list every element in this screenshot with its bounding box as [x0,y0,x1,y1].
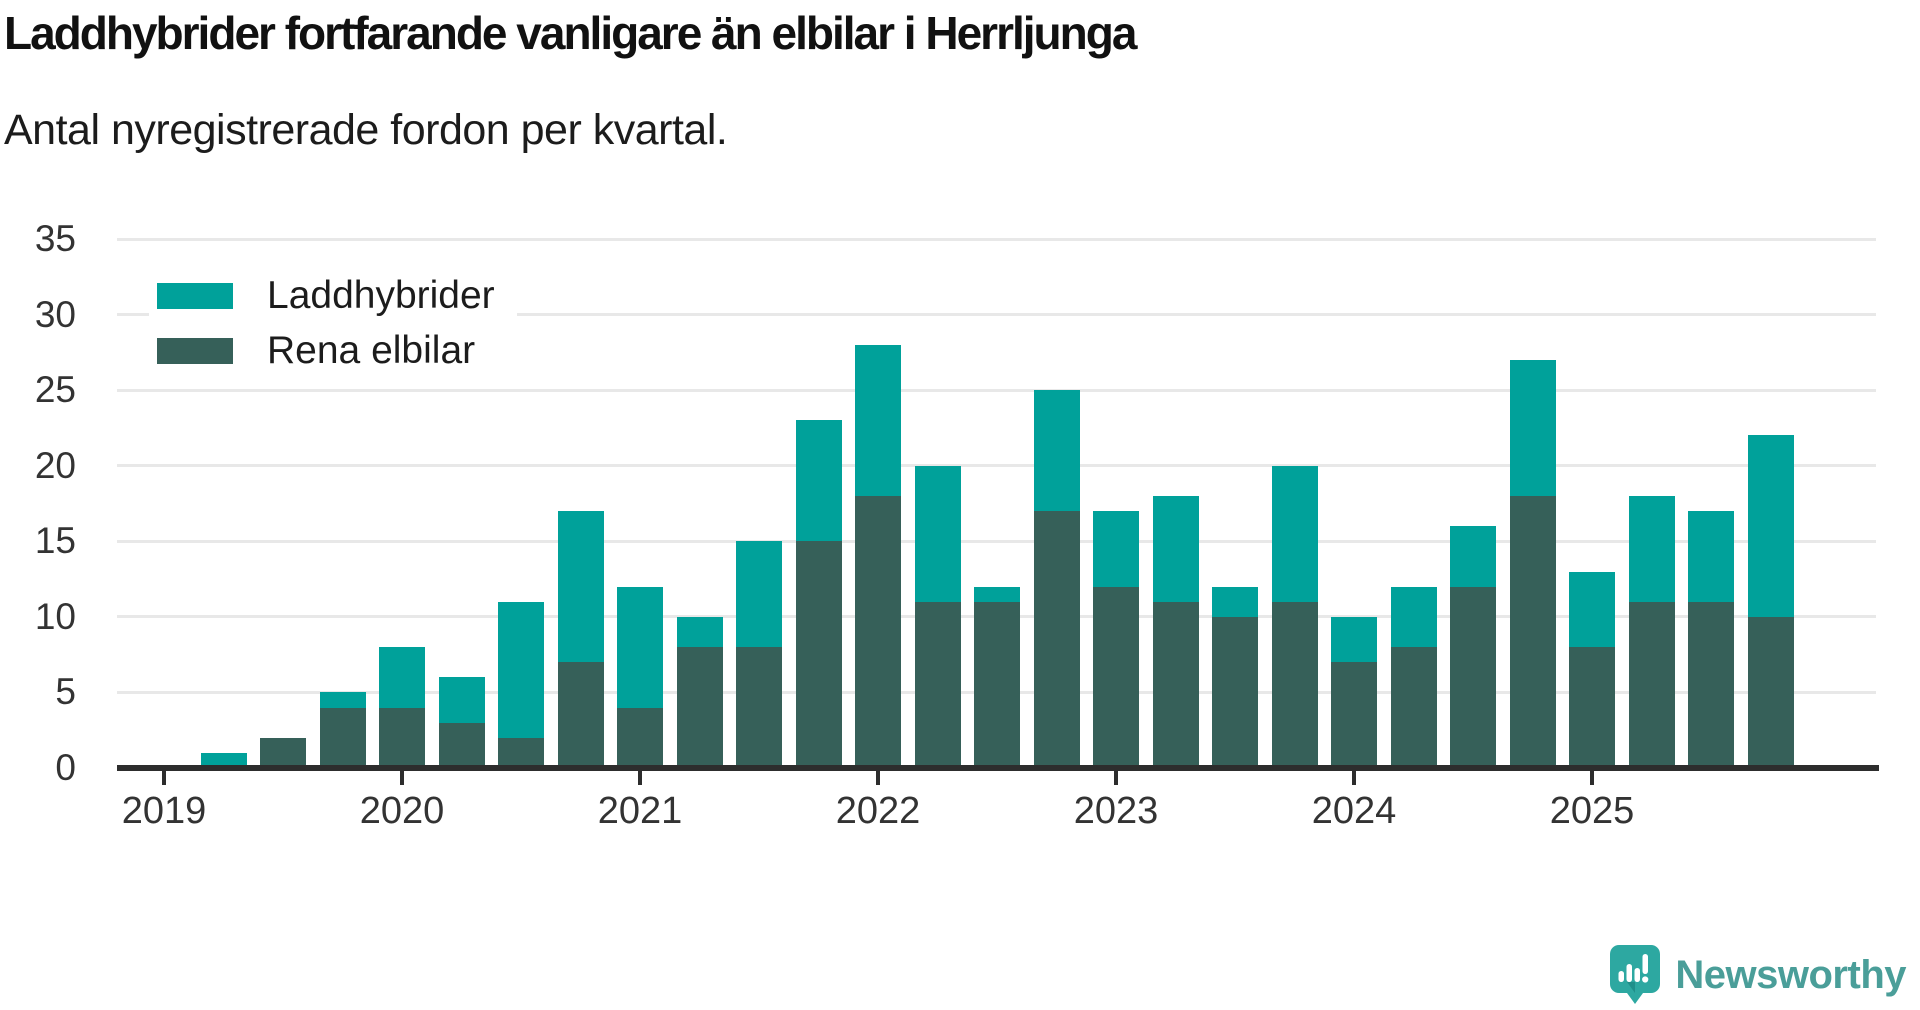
y-tick-label: 0 [0,746,76,790]
x-tick-label-2022: 2022 [808,790,948,833]
legend-label-1: Rena elbilar [267,329,475,373]
bar-2021-Q1-laddhybrider [617,587,663,708]
gridline-y35 [117,238,1876,241]
bar-2023-Q4-laddhybrider [1272,466,1318,602]
bar-2024-Q2-laddhybrider [1391,587,1437,647]
y-tick-label: 35 [0,217,76,261]
bar-2022-Q4-laddhybrider [1034,390,1080,511]
bar-2025-Q4-laddhybrider [1748,435,1794,616]
bar-2020-Q2-rena-elbilar [439,723,485,768]
bar-2019-Q4-laddhybrider [320,692,366,707]
x-tick-label-2020: 2020 [332,790,472,833]
y-tick-label: 15 [0,519,76,563]
y-tick-label: 25 [0,368,76,412]
legend-swatch-0 [157,283,233,309]
chart-figure: Laddhybrider fortfarande vanligare än el… [0,0,1920,1010]
bar-2025-Q1-rena-elbilar [1569,647,1615,768]
bar-2024-Q4-laddhybrider [1510,360,1556,496]
bar-2021-Q4-rena-elbilar [796,541,842,768]
y-tick-label: 20 [0,444,76,488]
chart-subtitle: Antal nyregistrerade fordon per kvartal. [4,106,727,155]
legend-item-1: Rena elbilar [157,331,495,371]
bar-2024-Q2-rena-elbilar [1391,647,1437,768]
bar-2020-Q4-laddhybrider [558,511,604,662]
x-tick-2023 [1114,771,1118,785]
x-tick-2022 [876,771,880,785]
gridline-y15 [117,540,1876,543]
legend-swatch-1 [157,338,233,364]
bar-2019-Q4-rena-elbilar [320,708,366,768]
x-tick-label-2025: 2025 [1522,790,1662,833]
x-tick-2021 [638,771,642,785]
bar-2019-Q3-rena-elbilar [260,738,306,768]
bar-2023-Q4-rena-elbilar [1272,602,1318,768]
bar-2023-Q1-laddhybrider [1093,511,1139,587]
newsworthy-logo-icon [1609,944,1661,1006]
bar-2023-Q3-laddhybrider [1212,587,1258,617]
bar-2020-Q3-rena-elbilar [498,738,544,768]
bar-2021-Q2-laddhybrider [677,617,723,647]
bar-2025-Q1-laddhybrider [1569,572,1615,648]
bar-2025-Q4-rena-elbilar [1748,617,1794,768]
x-tick-2019 [162,771,166,785]
bar-2025-Q2-rena-elbilar [1629,602,1675,768]
legend-label-0: Laddhybrider [267,274,495,318]
gridline-y20 [117,464,1876,467]
bar-2022-Q1-rena-elbilar [855,496,901,768]
legend-item-0: Laddhybrider [157,276,495,316]
x-tick-label-2019: 2019 [94,790,234,833]
bar-2023-Q2-laddhybrider [1153,496,1199,602]
x-tick-label-2021: 2021 [570,790,710,833]
bar-2025-Q3-rena-elbilar [1688,602,1734,768]
bar-2020-Q1-laddhybrider [379,647,425,707]
x-tick-2025 [1590,771,1594,785]
bar-2021-Q4-laddhybrider [796,420,842,541]
bar-2025-Q3-laddhybrider [1688,511,1734,602]
bar-2021-Q2-rena-elbilar [677,647,723,768]
newsworthy-wordmark: Newsworthy [1675,953,1906,998]
bar-2023-Q1-rena-elbilar [1093,587,1139,768]
gridline-y25 [117,389,1876,392]
bar-2025-Q2-laddhybrider [1629,496,1675,602]
x-axis-line [117,765,1879,771]
bar-2022-Q2-laddhybrider [915,466,961,602]
y-tick-label: 10 [0,595,76,639]
bar-2021-Q3-rena-elbilar [736,647,782,768]
bar-2024-Q3-laddhybrider [1450,526,1496,586]
x-tick-2024 [1352,771,1356,785]
bar-2020-Q4-rena-elbilar [558,662,604,768]
x-tick-label-2024: 2024 [1284,790,1424,833]
bar-2023-Q3-rena-elbilar [1212,617,1258,768]
y-tick-label: 5 [0,670,76,714]
bar-2020-Q1-rena-elbilar [379,708,425,768]
bar-2022-Q1-laddhybrider [855,345,901,496]
bar-2024-Q4-rena-elbilar [1510,496,1556,768]
y-tick-label: 30 [0,293,76,337]
bar-2020-Q2-laddhybrider [439,677,485,722]
bar-2024-Q1-laddhybrider [1331,617,1377,662]
chart-legend: Laddhybrider Rena elbilar [149,270,517,377]
chart-title: Laddhybrider fortfarande vanligare än el… [4,6,1135,60]
bar-2022-Q3-rena-elbilar [974,602,1020,768]
bar-2021-Q3-laddhybrider [736,541,782,647]
x-tick-label-2023: 2023 [1046,790,1186,833]
bar-2021-Q1-rena-elbilar [617,708,663,768]
bar-2024-Q1-rena-elbilar [1331,662,1377,768]
bar-2024-Q3-rena-elbilar [1450,587,1496,768]
bar-2023-Q2-rena-elbilar [1153,602,1199,768]
bar-2022-Q4-rena-elbilar [1034,511,1080,768]
bar-2020-Q3-laddhybrider [498,602,544,738]
bar-2022-Q3-laddhybrider [974,587,1020,602]
newsworthy-branding: Newsworthy [1609,944,1906,1006]
x-tick-2020 [400,771,404,785]
bar-2022-Q2-rena-elbilar [915,602,961,768]
